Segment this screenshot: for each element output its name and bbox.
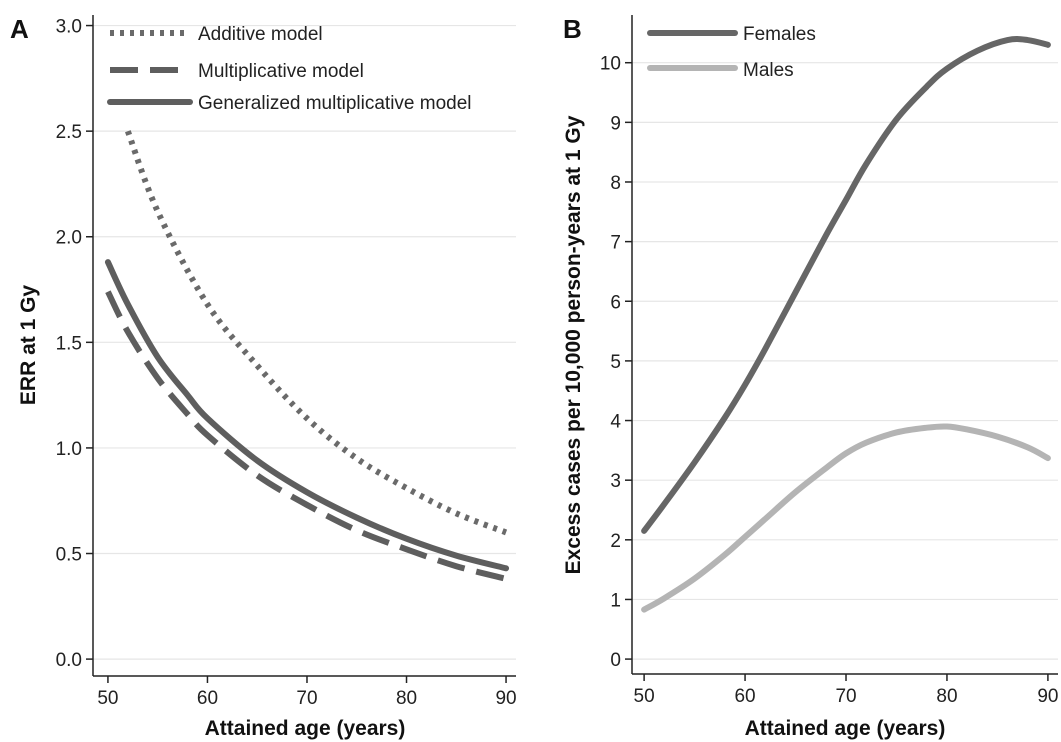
x-tick-label: 90 [1037, 686, 1058, 707]
x-tick-label: 90 [495, 688, 516, 709]
panel-a-gridlines [93, 24, 516, 660]
panel-b-series [641, 36, 1051, 613]
y-tick-label: 9 [610, 113, 621, 134]
y-tick-label: 8 [610, 173, 621, 194]
panel-a-x-ticks: 50 60 70 80 90 [97, 676, 517, 709]
series-line-females [641, 36, 1051, 534]
y-tick-label: 10 [600, 54, 621, 75]
panel-b-x-ticks: 50 60 70 80 90 [634, 674, 1058, 707]
panel-b-y-ticks: 0 1 2 3 4 5 6 7 8 9 10 [600, 54, 632, 671]
y-tick-label: 5 [610, 352, 621, 373]
x-tick-label: 70 [296, 688, 317, 709]
panel-a-letter: A [10, 14, 29, 44]
y-tick-label: 4 [610, 412, 621, 433]
series-line-generalized [104, 259, 510, 572]
y-tick-label: 2.0 [56, 228, 82, 249]
y-tick-label: 6 [610, 292, 621, 313]
panel-b-x-axis-title: Attained age (years) [745, 717, 946, 740]
y-tick-label: 0.0 [56, 650, 82, 671]
y-tick-label: 3 [610, 471, 621, 492]
series-line-additive [125, 130, 508, 536]
legend-label-generalized: Generalized multiplicative model [198, 93, 472, 114]
legend-label-females: Females [743, 24, 816, 45]
panel-b-gridlines [632, 62, 1058, 660]
panel-b-letter: B [563, 14, 582, 44]
panel-b-y-axis-title: Excess cases per 10,000 person-years at … [562, 115, 585, 574]
y-tick-label: 0.5 [56, 545, 82, 566]
y-tick-label: 1 [610, 590, 621, 611]
panel-a: A 0.0 0.5 1.0 1.5 2.0 2.5 3.0 50 60 70 80 90 Attai… [10, 14, 517, 740]
x-tick-label: 70 [835, 686, 856, 707]
y-tick-label: 7 [610, 233, 621, 254]
y-tick-label: 0 [610, 650, 621, 671]
legend-label-additive: Additive model [198, 24, 323, 45]
panel-b: B 0 1 2 3 4 5 6 7 8 9 10 50 60 70 80 90 Attained age (… [562, 14, 1058, 740]
panel-a-legend: Additive model Multiplicative model Gene… [107, 24, 472, 114]
x-tick-label: 60 [197, 688, 218, 709]
x-tick-label: 80 [936, 686, 957, 707]
y-tick-label: 1.0 [56, 439, 82, 460]
panel-a-y-axis-title: ERR at 1 Gy [17, 285, 40, 406]
x-tick-label: 60 [734, 686, 755, 707]
x-tick-label: 80 [396, 688, 417, 709]
series-line-males [641, 423, 1051, 613]
series-line-multiplicative [105, 290, 507, 582]
panel-b-legend: Females Males [647, 24, 816, 81]
legend-label-males: Males [743, 60, 794, 81]
panel-a-y-ticks: 0.0 0.5 1.0 1.5 2.0 2.5 3.0 [56, 17, 93, 671]
x-tick-label: 50 [634, 686, 655, 707]
panel-a-x-axis-title: Attained age (years) [205, 717, 406, 740]
y-tick-label: 3.0 [56, 17, 82, 38]
y-tick-label: 1.5 [56, 333, 82, 354]
y-tick-label: 2 [610, 531, 621, 552]
panel-a-series [104, 130, 510, 582]
x-tick-label: 50 [97, 688, 118, 709]
y-tick-label: 2.5 [56, 122, 82, 143]
legend-label-multiplicative: Multiplicative model [198, 61, 364, 82]
